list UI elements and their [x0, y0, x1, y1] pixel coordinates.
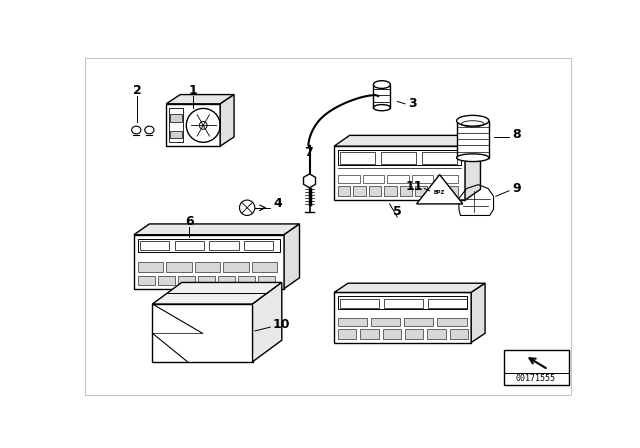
Polygon shape — [158, 276, 175, 285]
Polygon shape — [338, 186, 350, 196]
Polygon shape — [417, 175, 463, 204]
Text: 9: 9 — [513, 182, 521, 195]
Polygon shape — [373, 85, 390, 108]
Polygon shape — [195, 263, 220, 271]
Polygon shape — [428, 329, 446, 339]
Ellipse shape — [145, 126, 154, 134]
Ellipse shape — [373, 81, 390, 88]
Polygon shape — [138, 276, 155, 285]
Circle shape — [200, 121, 207, 129]
Polygon shape — [166, 95, 234, 104]
Text: 5: 5 — [393, 205, 402, 218]
Polygon shape — [134, 224, 300, 235]
Text: 3: 3 — [408, 97, 417, 110]
Polygon shape — [384, 186, 397, 196]
Polygon shape — [456, 121, 489, 158]
Polygon shape — [166, 263, 192, 271]
Polygon shape — [223, 263, 249, 271]
Polygon shape — [134, 235, 284, 289]
Polygon shape — [446, 186, 458, 196]
Polygon shape — [471, 283, 485, 343]
Polygon shape — [450, 329, 468, 339]
Polygon shape — [170, 131, 182, 138]
Polygon shape — [504, 350, 569, 385]
Polygon shape — [284, 224, 300, 289]
Polygon shape — [437, 318, 467, 326]
Circle shape — [239, 200, 255, 215]
Polygon shape — [252, 263, 277, 271]
Ellipse shape — [456, 154, 489, 162]
Polygon shape — [198, 276, 215, 285]
Text: BPZ: BPZ — [434, 190, 445, 195]
Polygon shape — [338, 329, 356, 339]
Polygon shape — [360, 329, 379, 339]
Text: 1: 1 — [189, 84, 198, 97]
Polygon shape — [166, 104, 220, 146]
Polygon shape — [369, 186, 381, 196]
Polygon shape — [138, 263, 163, 271]
Polygon shape — [405, 329, 424, 339]
Text: 2: 2 — [132, 84, 141, 97]
Ellipse shape — [373, 104, 390, 111]
Polygon shape — [253, 282, 282, 362]
Polygon shape — [152, 282, 282, 304]
Ellipse shape — [456, 116, 489, 126]
Polygon shape — [371, 318, 401, 326]
Text: 11: 11 — [406, 181, 423, 194]
Text: 10: 10 — [273, 318, 291, 332]
Text: 00171555: 00171555 — [516, 374, 556, 383]
Polygon shape — [303, 174, 316, 188]
Text: 7: 7 — [305, 146, 313, 159]
Polygon shape — [383, 329, 401, 339]
Polygon shape — [220, 95, 234, 146]
Polygon shape — [258, 276, 275, 285]
Polygon shape — [415, 186, 428, 196]
Text: 6: 6 — [185, 215, 194, 228]
Polygon shape — [152, 304, 253, 362]
Polygon shape — [218, 276, 235, 285]
Polygon shape — [334, 283, 485, 293]
Polygon shape — [334, 146, 465, 200]
Polygon shape — [399, 186, 412, 196]
Polygon shape — [170, 114, 182, 121]
Text: 4: 4 — [273, 198, 282, 211]
Ellipse shape — [132, 126, 141, 134]
Polygon shape — [353, 186, 365, 196]
Polygon shape — [404, 318, 433, 326]
Polygon shape — [431, 186, 443, 196]
Polygon shape — [338, 318, 367, 326]
Text: 8: 8 — [513, 128, 521, 141]
Polygon shape — [178, 276, 195, 285]
Polygon shape — [334, 135, 481, 146]
Polygon shape — [465, 135, 481, 200]
Polygon shape — [334, 293, 471, 343]
Polygon shape — [238, 276, 255, 285]
